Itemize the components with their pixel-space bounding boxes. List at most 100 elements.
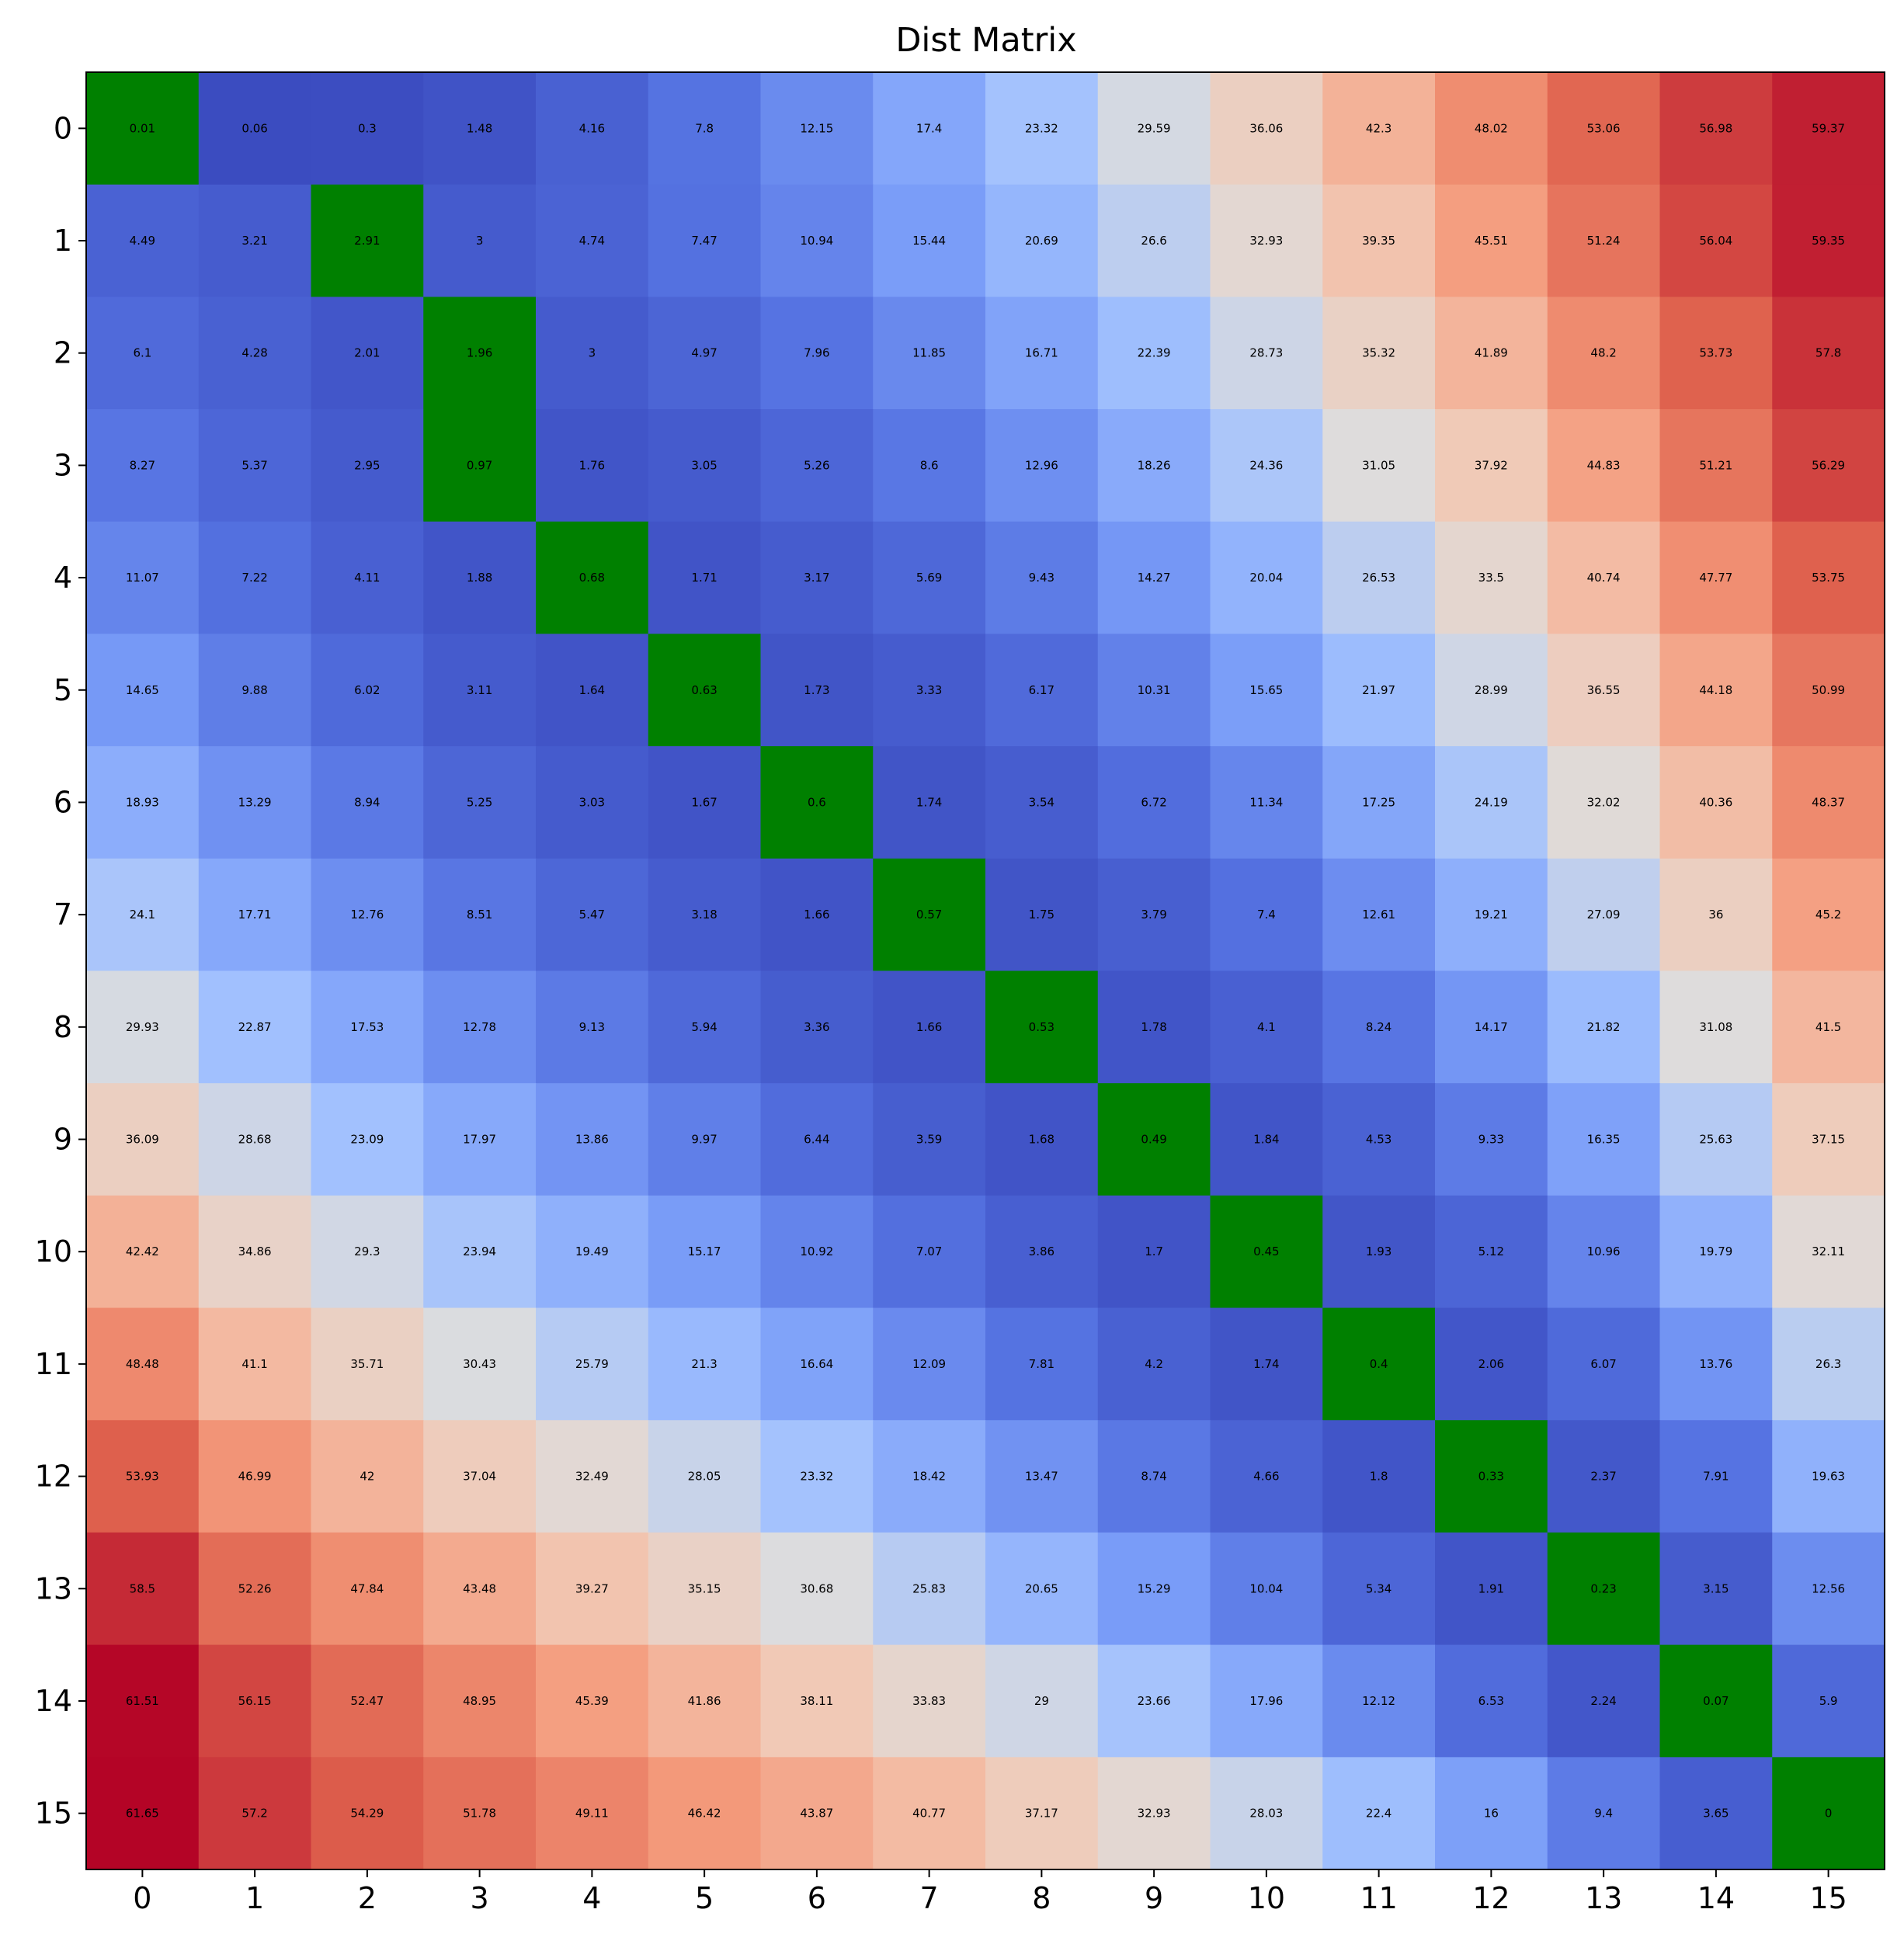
cell-value-label: 6.72: [1141, 795, 1166, 809]
cell-value-label: 8.27: [130, 458, 155, 472]
cell-value-label: 10.92: [800, 1245, 833, 1258]
cell-value-label: 4.16: [579, 121, 605, 135]
heatmap-cell: [1547, 1420, 1661, 1533]
cell-value-label: 28.73: [1249, 346, 1283, 360]
cell-value-label: 3.18: [691, 908, 717, 922]
cell-value-label: 1.74: [916, 795, 942, 809]
heatmap-cell: [985, 634, 1099, 747]
cell-value-label: 35.71: [350, 1357, 384, 1371]
cell-value-label: 9.33: [1478, 1133, 1504, 1147]
cell-value-label: 24.19: [1475, 795, 1508, 809]
cell-value-label: 4.28: [241, 346, 267, 360]
heatmap-cell: [1435, 970, 1548, 1084]
heatmap-cell: [648, 521, 762, 635]
cell-value-label: 21.3: [691, 1357, 717, 1371]
cell-value-label: 1.84: [1253, 1133, 1279, 1147]
cell-value-label: 20.04: [1249, 571, 1283, 585]
heatmap-cell: [1547, 1195, 1661, 1309]
cell-value-label: 9.97: [691, 1133, 717, 1147]
heatmap-cell: [985, 1420, 1099, 1533]
cell-value-label: 51.24: [1587, 234, 1621, 248]
heatmap-cell: [1772, 1644, 1885, 1758]
heatmap-cell: [423, 1420, 537, 1533]
cell-value-label: 0.07: [1703, 1694, 1729, 1708]
heatmap-cell: [311, 1644, 424, 1758]
x-tick-label: 3: [471, 1881, 489, 1915]
heatmap-cell: [311, 1195, 424, 1309]
cell-value-label: 12.56: [1812, 1581, 1845, 1595]
cell-value-label: 7.47: [691, 234, 717, 248]
cell-value-label: 56.29: [1812, 458, 1845, 472]
cell-value-label: 9.43: [1029, 571, 1054, 585]
heatmap-cell: [198, 184, 312, 297]
heatmap-cell: [1659, 521, 1773, 635]
heatmap-cell: [86, 1307, 200, 1421]
heatmap-cell: [1435, 1757, 1548, 1870]
cell-value-label: 3.11: [467, 683, 492, 697]
cell-value-label: 2.95: [354, 458, 380, 472]
heatmap-cell: [648, 1420, 762, 1533]
cell-value-label: 32.93: [1249, 234, 1283, 248]
heatmap-cell: [1772, 297, 1885, 410]
y-tick-label: 5: [54, 673, 72, 707]
cell-value-label: 30.43: [463, 1357, 496, 1371]
y-tick-label: 4: [54, 561, 72, 595]
cell-value-label: 3.59: [916, 1133, 942, 1147]
heatmap-cell: [86, 409, 200, 522]
heatmap-cell: [1322, 297, 1436, 410]
heatmap-cell: [536, 746, 649, 859]
cell-value-label: 41.1: [241, 1357, 267, 1371]
cell-value-label: 2.24: [1590, 1694, 1616, 1708]
cell-value-label: 13.76: [1699, 1357, 1732, 1371]
cell-value-label: 49.11: [575, 1807, 609, 1821]
heatmap-cell: [1097, 409, 1211, 522]
cell-value-label: 7.07: [916, 1245, 942, 1258]
cell-value-label: 1.75: [1029, 908, 1054, 922]
heatmap-cell: [1435, 1307, 1548, 1421]
heatmap-cell: [536, 1532, 649, 1646]
heatmap-cell: [1210, 72, 1323, 186]
cell-value-label: 11.07: [126, 571, 159, 585]
heatmap-cell: [1097, 970, 1211, 1084]
cell-value-label: 36.55: [1587, 683, 1621, 697]
cell-value-label: 14.17: [1475, 1020, 1508, 1034]
heatmap-cell: [1547, 521, 1661, 635]
heatmap-cell: [760, 1083, 874, 1196]
cell-value-label: 56.15: [238, 1694, 272, 1708]
heatmap-cell: [1210, 1083, 1323, 1196]
cell-value-label: 2.37: [1590, 1470, 1616, 1484]
cell-value-label: 4.49: [130, 234, 155, 248]
heatmap-cell: [423, 297, 537, 410]
cell-value-label: 12.78: [463, 1020, 496, 1034]
heatmap-cell: [86, 521, 200, 635]
cell-value-label: 25.83: [912, 1581, 946, 1595]
cell-value-label: 39.27: [575, 1581, 609, 1595]
heatmap-cell: [760, 1532, 874, 1646]
heatmap-cell: [423, 1644, 537, 1758]
x-tick-label: 8: [1032, 1881, 1051, 1915]
heatmap-cell: [648, 1195, 762, 1309]
heatmap-cell: [985, 521, 1099, 635]
cell-value-label: 7.22: [241, 571, 267, 585]
heatmap-cell: [1547, 72, 1661, 186]
cell-value-label: 19.49: [575, 1245, 609, 1258]
heatmap-cell: [1772, 1083, 1885, 1196]
heatmap-cell: [1547, 634, 1661, 747]
heatmap-cell: [536, 297, 649, 410]
heatmap-cell: [1322, 634, 1436, 747]
cell-value-label: 4.2: [1145, 1357, 1163, 1371]
y-tick-label: 9: [54, 1123, 72, 1157]
cell-value-label: 23.32: [800, 1470, 833, 1484]
cell-value-label: 11.34: [1249, 795, 1283, 809]
cell-value-label: 51.78: [463, 1807, 496, 1821]
heatmap-cell: [86, 858, 200, 972]
heatmap-cell: [311, 1083, 424, 1196]
cell-value-label: 37.92: [1475, 458, 1508, 472]
heatmap-cell: [1659, 1307, 1773, 1421]
heatmap-cell: [1772, 746, 1885, 859]
heatmap-cell: [1210, 746, 1323, 859]
heatmap-cell: [873, 409, 986, 522]
cell-value-label: 9.13: [579, 1020, 605, 1034]
heatmap-cell: [985, 1757, 1099, 1870]
